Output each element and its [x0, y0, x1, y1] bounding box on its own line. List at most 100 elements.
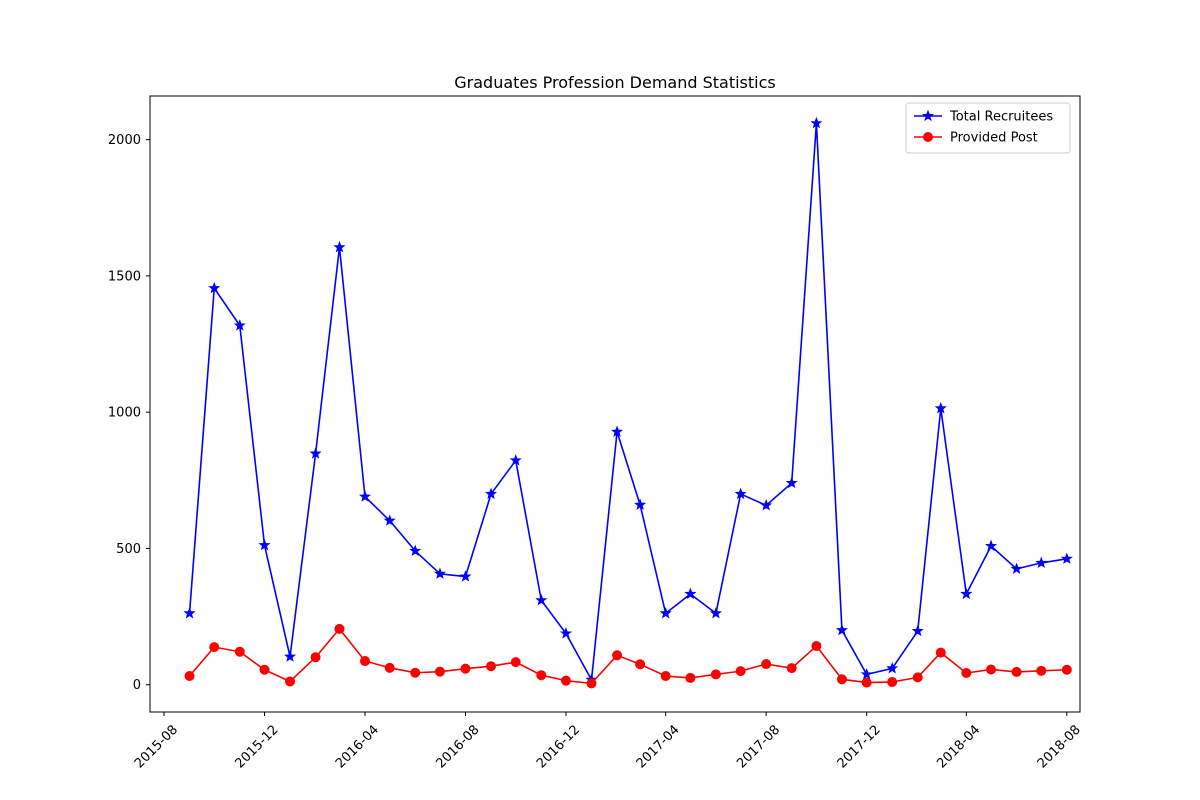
data-point-provided-post	[685, 672, 696, 683]
legend: Total Recruitees Provided Post	[905, 102, 1071, 154]
legend-marker-total-recruitees	[921, 109, 935, 122]
data-point-total-recruitees	[785, 476, 798, 489]
data-point-provided-post	[612, 650, 623, 661]
data-point-provided-post	[761, 659, 772, 670]
series-layer	[183, 116, 1073, 689]
data-point-provided-post	[710, 669, 721, 680]
data-point-total-recruitees	[985, 539, 998, 552]
data-point-total-recruitees	[284, 650, 297, 662]
data-point-total-recruitees	[1060, 552, 1073, 564]
data-point-total-recruitees	[611, 425, 624, 437]
data-point-provided-post	[460, 663, 471, 674]
data-point-total-recruitees	[684, 587, 697, 600]
x-tick-label: 2016-04	[333, 722, 382, 771]
data-point-provided-post	[410, 667, 421, 678]
data-point-provided-post	[1011, 666, 1022, 677]
series-provided-post	[184, 623, 1072, 689]
y-tick-label: 1500	[108, 269, 141, 284]
series-total-recruitees	[183, 116, 1073, 685]
data-point-total-recruitees	[734, 487, 747, 500]
data-point-total-recruitees	[709, 607, 722, 619]
y-tick-label: 1000	[108, 406, 141, 421]
data-point-total-recruitees	[886, 662, 899, 674]
plot-frame	[149, 95, 1081, 713]
legend-entry-total-recruitees: Total Recruitees	[914, 110, 1053, 125]
legend-marker-provided-post	[923, 131, 934, 142]
data-point-total-recruitees	[208, 281, 221, 294]
data-point-provided-post	[986, 664, 997, 675]
data-point-provided-post	[285, 676, 296, 687]
data-point-total-recruitees	[634, 498, 647, 510]
legend-entry-provided-post: Provided Post	[914, 131, 1038, 146]
data-point-provided-post	[486, 661, 497, 672]
data-point-provided-post	[536, 670, 547, 681]
y-tick-label: 0	[133, 678, 141, 693]
data-point-total-recruitees	[409, 544, 422, 557]
data-point-provided-post	[384, 662, 395, 673]
data-point-total-recruitees	[760, 499, 773, 511]
data-point-provided-post	[861, 677, 872, 688]
data-point-total-recruitees	[383, 514, 396, 526]
data-point-total-recruitees	[309, 447, 322, 459]
data-point-total-recruitees	[860, 668, 873, 680]
data-point-total-recruitees	[659, 606, 672, 619]
data-point-provided-post	[1061, 664, 1072, 675]
data-point-provided-post	[1036, 665, 1047, 676]
data-point-provided-post	[434, 666, 445, 677]
x-tick-label: 2017-12	[835, 722, 884, 771]
legend-box	[905, 102, 1071, 154]
data-point-provided-post	[184, 671, 195, 682]
data-point-provided-post	[786, 663, 797, 674]
data-point-provided-post	[234, 646, 245, 657]
data-point-total-recruitees	[509, 454, 522, 466]
data-point-provided-post	[310, 652, 321, 663]
data-point-provided-post	[912, 672, 923, 683]
x-tick-label: 2015-08	[132, 722, 181, 771]
series-line-provided-post	[188, 628, 1067, 685]
data-point-provided-post	[560, 675, 571, 686]
data-point-provided-post	[836, 674, 847, 685]
data-point-total-recruitees	[960, 587, 973, 600]
data-point-provided-post	[586, 678, 597, 689]
x-tick-label: 2016-08	[434, 722, 483, 771]
data-point-total-recruitees	[810, 116, 823, 129]
data-point-total-recruitees	[934, 402, 947, 414]
data-point-provided-post	[259, 664, 270, 675]
data-point-total-recruitees	[258, 538, 271, 551]
data-point-total-recruitees	[233, 319, 246, 331]
data-point-total-recruitees	[911, 624, 924, 637]
data-point-provided-post	[660, 671, 671, 682]
data-point-total-recruitees	[835, 623, 848, 636]
data-point-provided-post	[334, 623, 345, 634]
data-point-provided-post	[811, 641, 822, 652]
x-tick-label: 2017-04	[634, 722, 683, 771]
data-point-provided-post	[887, 677, 898, 688]
data-point-total-recruitees	[459, 570, 472, 582]
y-tick-label: 500	[116, 542, 141, 557]
x-tick-label: 2018-08	[1035, 722, 1084, 771]
data-point-provided-post	[359, 656, 370, 667]
legend-label-total-recruitees: Total Recruitees	[949, 110, 1053, 125]
data-point-provided-post	[510, 657, 521, 668]
data-point-provided-post	[209, 642, 220, 653]
data-point-provided-post	[961, 668, 972, 679]
data-point-total-recruitees	[433, 567, 446, 579]
data-point-total-recruitees	[183, 606, 196, 619]
data-point-total-recruitees	[1035, 556, 1048, 569]
legend-label-provided-post: Provided Post	[950, 131, 1038, 146]
data-point-total-recruitees	[1010, 562, 1023, 575]
x-tick-label: 2017-08	[734, 722, 783, 771]
data-point-provided-post	[635, 659, 646, 670]
data-point-total-recruitees	[358, 490, 372, 502]
data-point-provided-post	[735, 666, 746, 677]
y-tick-label: 2000	[108, 133, 141, 148]
series-line-total-recruitees	[188, 122, 1067, 681]
chart-title: Graduates Profession Demand Statistics	[454, 73, 776, 92]
data-point-total-recruitees	[333, 240, 346, 253]
x-tick-label: 2018-04	[934, 722, 983, 771]
x-tick-label: 2015-12	[233, 722, 282, 771]
x-tick-label: 2016-12	[534, 722, 583, 771]
data-point-provided-post	[935, 647, 946, 658]
